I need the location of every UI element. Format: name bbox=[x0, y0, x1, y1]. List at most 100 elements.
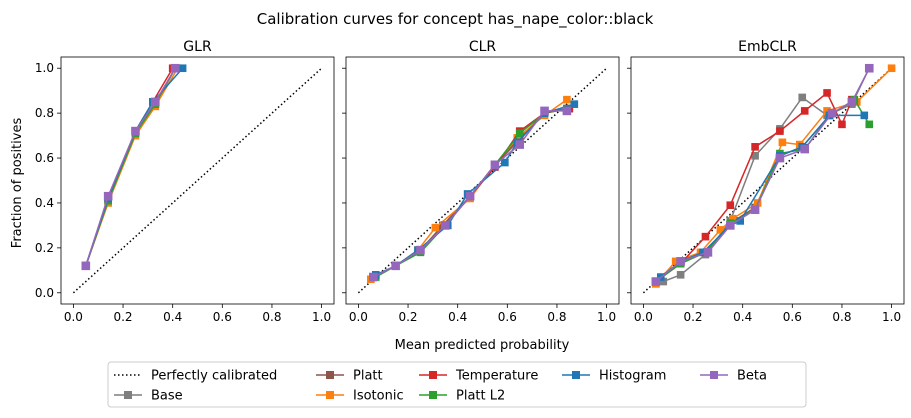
panel-embclr-series-beta-point bbox=[827, 108, 837, 118]
panel-embclr-series-beta-point bbox=[703, 248, 713, 257]
panel-embclr-series-base-point bbox=[676, 271, 685, 279]
panel-glr-x-tick-label: 0.4 bbox=[163, 310, 182, 324]
panel-embclr-series-temperature-point bbox=[800, 107, 809, 115]
panel-clr-series-beta-point bbox=[562, 106, 572, 116]
panel-embclr-series-base-point bbox=[751, 152, 759, 160]
legend-swatch-marker bbox=[326, 371, 334, 379]
shared-x-axis-label: Mean predicted probability bbox=[395, 338, 570, 353]
panel-glr-y-tick-label: 0.6 bbox=[35, 151, 54, 165]
panel-clr-x-tick-label: 1.0 bbox=[597, 310, 616, 324]
legend-label: Platt L2 bbox=[456, 389, 505, 404]
panel-embclr-series-temperature-point bbox=[776, 127, 784, 135]
panel-embclr-series-beta-point bbox=[750, 205, 760, 214]
panel-glr-series-base bbox=[82, 64, 179, 270]
panel-glr-series-beta-point bbox=[151, 97, 160, 107]
panel-clr-series-isotonic-line bbox=[370, 99, 568, 280]
panel-glr-title: GLR bbox=[183, 39, 212, 55]
legend-label: Perfectly calibrated bbox=[151, 369, 277, 384]
panel-clr-series-isotonic-point bbox=[431, 223, 440, 232]
legend-label: Platt bbox=[353, 369, 383, 384]
panel-clr: CLR 0.0 0.2 0.4 0.6 0.8 1.0 bbox=[342, 39, 620, 324]
panel-glr-series-isotonic bbox=[82, 64, 182, 270]
panel-embclr-series-base-line bbox=[655, 67, 870, 285]
panel-clr-series-beta-point bbox=[490, 160, 500, 170]
legend-entry-platt: Platt bbox=[316, 369, 383, 384]
legend-entry-perfectly-calibrated: Perfectly calibrated bbox=[114, 369, 277, 384]
panel-glr-x-tick-label: 0.0 bbox=[64, 310, 83, 324]
legend-label: Temperature bbox=[455, 369, 538, 384]
panel-glr-series-beta-point bbox=[170, 63, 180, 73]
panel-embclr-series-beta-point bbox=[651, 277, 661, 286]
panel-glr-series-platt-line bbox=[85, 67, 176, 267]
panel-glr: GLR 0.0 0.2 0.4 0.6 0.8 1.0 0.0 0.2 0.4 0.6 0.8 1.0 bbox=[35, 39, 335, 324]
panel-clr-series-beta-point bbox=[465, 191, 475, 201]
panel-clr-series-platt-l2-point bbox=[515, 129, 524, 138]
legend-swatch-marker bbox=[572, 371, 580, 379]
panel-embclr-series-histogram-point bbox=[736, 217, 744, 225]
panel-glr-series-histogram bbox=[82, 64, 187, 270]
panel-glr-series-beta-line bbox=[85, 67, 176, 267]
panel-clr-series-beta-point bbox=[369, 272, 378, 282]
panel-clr-series-beta-point bbox=[515, 140, 525, 149]
panel-glr-y-tick-label: 0.8 bbox=[35, 106, 54, 120]
panel-embclr-series-isotonic-point bbox=[671, 257, 680, 266]
panel-embclr-series-beta bbox=[651, 63, 874, 286]
shared-y-axis-label: Fraction of positives bbox=[10, 118, 25, 249]
panel-embclr-series-histogram-point bbox=[699, 248, 707, 257]
panel-embclr: EmbCLR 0.0 0.2 0.4 0.6 0.8 1.0 bbox=[627, 39, 905, 324]
legend-entry-beta: Beta bbox=[700, 369, 767, 384]
legend-entry-temperature: Temperature bbox=[419, 369, 538, 384]
panel-clr-x-tick-label: 0.6 bbox=[498, 310, 517, 324]
legend-swatch-marker bbox=[710, 371, 718, 379]
panel-clr-series-isotonic-point bbox=[563, 95, 571, 104]
legend-entry-histogram: Histogram bbox=[562, 369, 666, 384]
panel-glr-perfectly-calibrated-line bbox=[72, 67, 323, 294]
panel-embclr-series-temperature-point bbox=[751, 143, 759, 151]
panel-embclr-series-histogram-point bbox=[860, 111, 869, 120]
panel-glr-series-beta-point bbox=[103, 191, 113, 201]
panel-embclr-series-beta-point bbox=[725, 221, 735, 230]
panel-clr-series-histogram-point bbox=[501, 158, 509, 167]
figure-title: Calibration curves for concept has_nape_… bbox=[257, 10, 654, 29]
panel-clr-x-tick-label: 0.8 bbox=[547, 310, 566, 324]
legend-swatch-marker bbox=[429, 391, 437, 399]
panel-embclr-x-tick-label: 0.0 bbox=[634, 310, 653, 324]
legend-swatch-marker bbox=[326, 391, 334, 399]
panel-glr-series-histogram-line bbox=[85, 67, 184, 267]
panel-glr-series-histogram-point bbox=[178, 64, 187, 73]
panel-embclr-series-beta-point bbox=[847, 97, 857, 107]
panel-glr-y-tick-label: 1.0 bbox=[35, 61, 54, 75]
panel-glr-x-tick-label: 0.2 bbox=[113, 310, 132, 324]
panel-glr-x-tick-label: 0.8 bbox=[262, 310, 281, 324]
legend-entry-isotonic: Isotonic bbox=[316, 389, 404, 404]
panel-clr-x-tick-label: 0.2 bbox=[398, 310, 417, 324]
panel-glr-series-base-line bbox=[85, 67, 176, 267]
panel-clr-series-beta bbox=[369, 106, 572, 282]
legend: Perfectly calibrated Base Platt Isotonic Tem… bbox=[107, 361, 807, 408]
panel-glr-y-tick-label: 0.0 bbox=[35, 286, 54, 300]
panel-embclr-x-tick-label: 0.4 bbox=[733, 310, 752, 324]
panel-embclr-series-isotonic-point bbox=[823, 107, 831, 115]
panel-embclr-series-temperature-point bbox=[726, 201, 735, 209]
panel-embclr-series-temperature-point bbox=[838, 120, 846, 129]
panel-embclr-series-beta-line bbox=[655, 67, 870, 283]
panel-glr-y-tick-label: 0.2 bbox=[35, 241, 54, 255]
panel-clr-series-beta-point bbox=[391, 261, 400, 271]
panel-embclr-series-beta-point bbox=[864, 63, 874, 73]
panel-glr-series-platt bbox=[82, 64, 179, 270]
panel-clr-series-histogram-point bbox=[570, 100, 579, 108]
panel-embclr-x-tick-label: 0.2 bbox=[683, 310, 702, 324]
panel-embclr-series-platt-l2-point bbox=[865, 120, 874, 129]
legend-entry-platt-l2: Platt L2 bbox=[419, 389, 505, 404]
panel-glr-frame bbox=[60, 56, 335, 305]
panel-clr-x-tick-label: 0.0 bbox=[349, 310, 368, 324]
panel-clr-frame bbox=[345, 56, 620, 305]
legend-label: Histogram bbox=[599, 369, 666, 384]
panel-clr-series-isotonic-point bbox=[513, 134, 522, 142]
panel-clr-series-beta-point bbox=[416, 245, 425, 255]
panel-embclr-series-isotonic-point bbox=[728, 214, 737, 223]
panel-glr-series-beta-point bbox=[131, 126, 140, 136]
panel-glr-series-platt-l2 bbox=[82, 64, 179, 270]
